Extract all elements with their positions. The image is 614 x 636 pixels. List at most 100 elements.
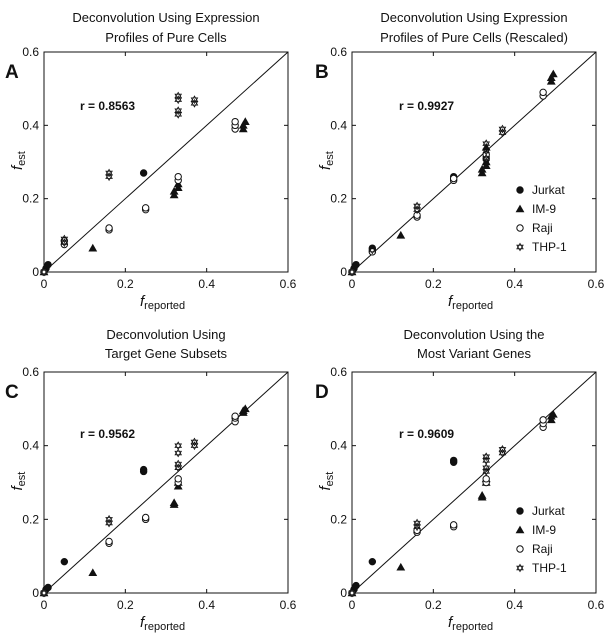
chart-title-line: Deconvolution Using Expression <box>72 10 259 25</box>
x-axis-label-sub: reported <box>452 621 493 633</box>
legend-label: IM-9 <box>532 202 556 216</box>
data-point <box>516 224 524 232</box>
data-point <box>174 450 183 458</box>
data-point <box>174 463 183 470</box>
data-point <box>482 465 491 473</box>
data-point <box>516 563 524 571</box>
data-point <box>60 236 69 244</box>
legend-label: IM-9 <box>532 523 556 537</box>
data-point <box>231 117 239 126</box>
data-point <box>368 247 377 255</box>
panel-letter: C <box>5 382 19 403</box>
y-tick-label: 0.4 <box>330 118 347 132</box>
data-point <box>539 88 547 97</box>
data-point <box>482 153 491 161</box>
correlation-annotation: r = 0.9927 <box>399 99 454 113</box>
x-tick-label: 0.6 <box>280 277 297 291</box>
x-tick-label: 0.4 <box>506 598 523 612</box>
data-point <box>105 170 113 178</box>
legend-label: Raji <box>532 542 553 556</box>
data-point <box>482 146 491 154</box>
data-point <box>105 172 113 179</box>
identity-line <box>43 51 289 273</box>
series-raji <box>40 117 239 276</box>
data-point <box>40 267 48 275</box>
data-point <box>105 514 113 522</box>
data-point <box>548 69 558 78</box>
data-point <box>174 109 183 117</box>
x-tick-label: 0.6 <box>280 598 297 612</box>
data-point <box>515 204 525 213</box>
chart-title-line: Deconvolution Using Expression <box>380 10 567 25</box>
data-point <box>139 169 148 177</box>
x-tick-label: 0.2 <box>425 277 442 291</box>
chart-title-line: Target Gene Subsets <box>105 346 228 361</box>
x-axis-label: freported <box>448 293 493 312</box>
data-point <box>516 565 524 573</box>
identity-line <box>351 51 597 273</box>
identity-line <box>351 371 597 594</box>
data-point <box>88 568 98 577</box>
data-point <box>515 525 525 534</box>
data-point <box>174 172 182 181</box>
data-point <box>174 91 183 99</box>
correlation-annotation: r = 0.9609 <box>399 427 454 441</box>
chart-title-line: Most Variant Genes <box>417 346 531 361</box>
data-point <box>482 452 491 459</box>
data-point <box>482 141 491 149</box>
data-point <box>44 583 52 592</box>
y-axis-label-sub: est <box>16 151 28 166</box>
identity-line <box>43 371 289 594</box>
data-point <box>40 588 48 596</box>
data-point <box>498 124 507 132</box>
x-tick-label: 0.2 <box>117 277 134 291</box>
data-point <box>174 108 183 116</box>
y-tick-label: 0.6 <box>22 45 39 59</box>
data-point <box>482 463 491 470</box>
y-axis-label: fest <box>9 151 28 170</box>
panel-letter: A <box>5 62 19 83</box>
series-raji <box>40 412 239 597</box>
data-point <box>105 518 113 526</box>
data-point <box>413 520 421 528</box>
data-point <box>516 186 524 194</box>
legend-label: THP-1 <box>532 561 567 575</box>
series-jurkat <box>40 465 148 597</box>
data-point <box>482 156 491 163</box>
x-tick-label: 0.2 <box>117 598 134 612</box>
data-point <box>449 521 458 529</box>
data-point <box>516 507 524 515</box>
data-point <box>174 441 183 448</box>
x-axis-label: freported <box>140 293 185 312</box>
data-point <box>174 95 183 102</box>
data-point <box>516 244 524 252</box>
data-point <box>396 230 406 239</box>
data-point <box>190 439 199 447</box>
series-thp-1 <box>348 124 507 277</box>
y-tick-label: 0.4 <box>22 118 39 132</box>
data-point <box>174 443 183 451</box>
y-tick-label: 0 <box>340 586 347 600</box>
series-jurkat <box>40 169 148 276</box>
data-point <box>548 409 558 418</box>
x-axis-label-sub: reported <box>144 300 185 312</box>
data-point <box>40 269 48 277</box>
x-tick-label: 0.4 <box>198 277 215 291</box>
series-im-9 <box>39 404 250 597</box>
data-point <box>368 557 377 566</box>
data-point <box>105 224 113 232</box>
legend-label: Jurkat <box>532 183 565 197</box>
data-point <box>498 126 507 134</box>
data-point <box>348 588 356 596</box>
legend: Jurkat IM-9 Raji THP-1 <box>515 183 567 254</box>
plot-frame <box>351 51 597 273</box>
y-tick-label: 0.2 <box>22 192 39 206</box>
data-point <box>498 444 507 452</box>
data-point <box>240 404 250 413</box>
data-point <box>396 562 406 571</box>
y-tick-label: 0 <box>32 265 39 279</box>
legend-label: Jurkat <box>532 504 565 518</box>
data-point <box>105 517 113 524</box>
x-tick-label: 0.6 <box>588 277 605 291</box>
y-tick-label: 0.2 <box>330 192 347 206</box>
